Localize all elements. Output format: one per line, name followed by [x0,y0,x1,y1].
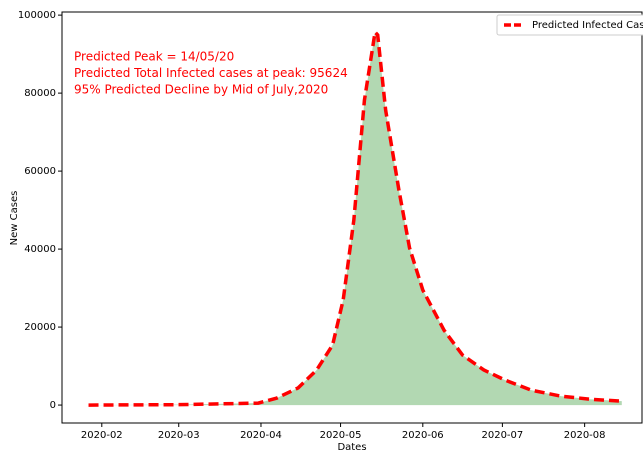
y-tick-label: 20000 [24,322,56,333]
annotation: Predicted Peak = 14/05/20 [74,50,234,64]
x-tick-label: 2020-02 [81,430,123,441]
x-tick-label: 2020-07 [481,430,523,441]
plot-frame [61,11,643,424]
x-tick-label: 2020-04 [240,430,282,441]
annotation: 95% Predicted Decline by Mid of July,202… [74,83,328,97]
legend-box [496,14,643,36]
x-tick-label: 2020-03 [158,430,200,441]
x-tick-label: 2020-06 [402,430,444,441]
y-tick-label: 0 [50,400,56,411]
y-tick-label: 100000 [18,10,56,21]
y-tick-label: 60000 [24,166,56,177]
line [88,28,622,407]
y-axis-label: New Cases [9,191,20,246]
x-tick-label: 2020-08 [564,430,606,441]
y-tick-label: 40000 [24,244,56,255]
legend-label: Predicted Infected Cases [532,20,643,31]
x-tick-label: 2020-05 [320,430,362,441]
x-axis-label: Dates [337,442,366,453]
annotation: Predicted Total Infected cases at peak: … [74,66,348,80]
y-tick-label: 80000 [24,88,56,99]
